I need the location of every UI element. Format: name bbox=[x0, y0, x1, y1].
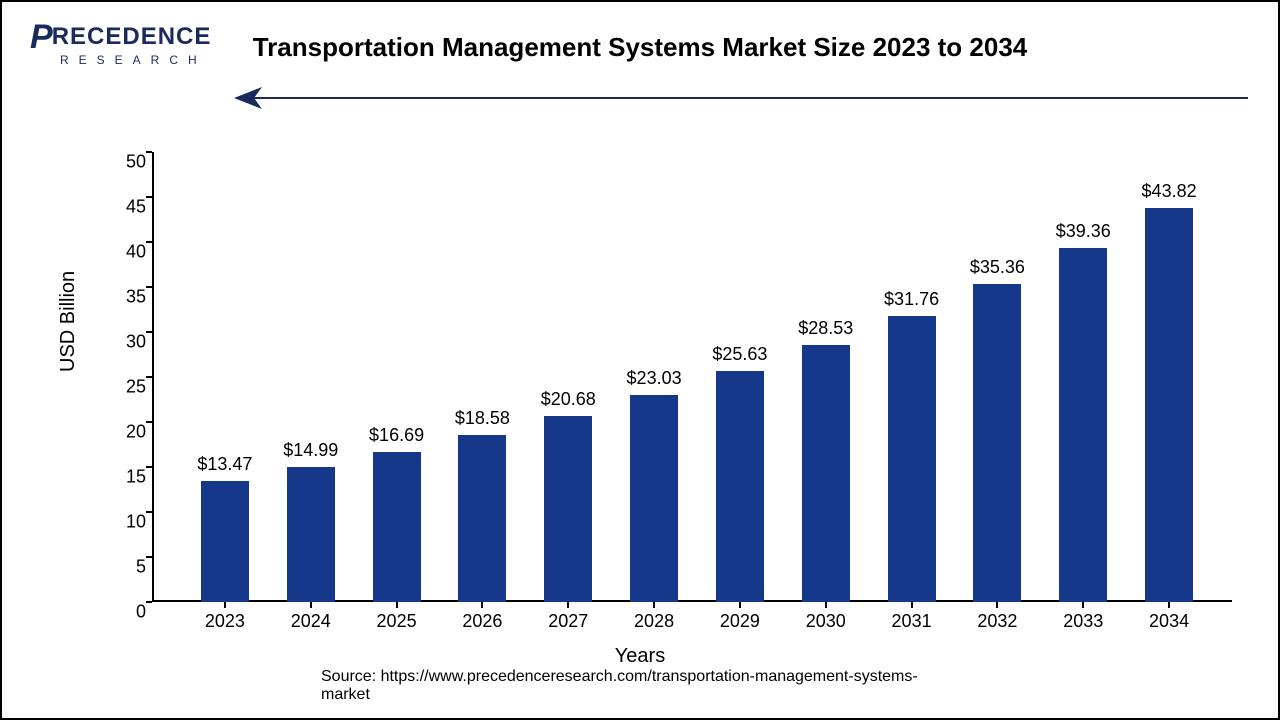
x-tick-mark bbox=[481, 602, 483, 608]
arrow-left-icon bbox=[234, 87, 262, 109]
y-tick-label: 40 bbox=[102, 242, 146, 263]
y-tick-label: 25 bbox=[102, 377, 146, 398]
bar bbox=[287, 467, 335, 602]
y-axis-label: USD Billion bbox=[57, 271, 80, 372]
chart-frame: PRECEDENCE RESEARCH Transportation Manag… bbox=[0, 0, 1280, 720]
y-tick-label: 45 bbox=[102, 197, 146, 218]
x-tick-label: 2026 bbox=[437, 611, 527, 632]
x-tick-label: 2029 bbox=[695, 611, 785, 632]
x-tick-mark bbox=[1082, 602, 1084, 608]
y-tick-label: 50 bbox=[102, 152, 146, 173]
y-tick-mark bbox=[146, 421, 152, 423]
bar bbox=[630, 395, 678, 602]
y-tick-mark bbox=[146, 286, 152, 288]
x-tick-label: 2032 bbox=[952, 611, 1042, 632]
y-tick-label: 35 bbox=[102, 287, 146, 308]
bar bbox=[973, 284, 1021, 602]
x-tick-label: 2033 bbox=[1038, 611, 1128, 632]
plot-area: 05101520253035404550$13.472023$14.992024… bbox=[152, 152, 1232, 602]
y-tick-label: 10 bbox=[102, 512, 146, 533]
x-tick-mark bbox=[825, 602, 827, 608]
source-text: Source: https://www.precedenceresearch.c… bbox=[321, 668, 959, 704]
bar-value-label: $20.68 bbox=[523, 389, 613, 410]
bar-value-label: $28.53 bbox=[781, 318, 871, 339]
bar-value-label: $39.36 bbox=[1038, 221, 1128, 242]
bar-value-label: $23.03 bbox=[609, 368, 699, 389]
x-tick-mark bbox=[224, 602, 226, 608]
x-tick-label: 2031 bbox=[867, 611, 957, 632]
x-tick-label: 2030 bbox=[781, 611, 871, 632]
x-tick-mark bbox=[911, 602, 913, 608]
y-tick-label: 5 bbox=[102, 557, 146, 578]
bar-value-label: $31.76 bbox=[867, 289, 957, 310]
x-tick-mark bbox=[567, 602, 569, 608]
y-tick-label: 15 bbox=[102, 467, 146, 488]
y-tick-mark bbox=[146, 196, 152, 198]
bar-value-label: $43.82 bbox=[1124, 181, 1214, 202]
y-tick-mark bbox=[146, 331, 152, 333]
y-tick-mark bbox=[146, 466, 152, 468]
y-tick-mark bbox=[146, 556, 152, 558]
x-tick-mark bbox=[1168, 602, 1170, 608]
y-tick-mark bbox=[146, 601, 152, 603]
decorative-arrow-line bbox=[242, 97, 1248, 99]
x-tick-label: 2034 bbox=[1124, 611, 1214, 632]
bar bbox=[544, 416, 592, 602]
y-tick-label: 0 bbox=[102, 602, 146, 623]
x-tick-label: 2024 bbox=[266, 611, 356, 632]
x-tick-label: 2023 bbox=[180, 611, 270, 632]
bar bbox=[888, 316, 936, 602]
bar-value-label: $16.69 bbox=[352, 425, 442, 446]
x-tick-mark bbox=[396, 602, 398, 608]
bar-value-label: $13.47 bbox=[180, 454, 270, 475]
chart-title: Transportation Management Systems Market… bbox=[2, 32, 1278, 63]
x-tick-label: 2025 bbox=[352, 611, 442, 632]
y-tick-label: 30 bbox=[102, 332, 146, 353]
x-tick-label: 2028 bbox=[609, 611, 699, 632]
bar-value-label: $25.63 bbox=[695, 344, 785, 365]
y-tick-mark bbox=[146, 376, 152, 378]
bar bbox=[716, 371, 764, 602]
bar bbox=[373, 452, 421, 602]
y-tick-mark bbox=[146, 511, 152, 513]
bar-value-label: $14.99 bbox=[266, 440, 356, 461]
bar-value-label: $35.36 bbox=[952, 257, 1042, 278]
bar-value-label: $18.58 bbox=[437, 408, 527, 429]
x-tick-mark bbox=[653, 602, 655, 608]
y-tick-mark bbox=[146, 241, 152, 243]
bar bbox=[1145, 208, 1193, 602]
x-tick-label: 2027 bbox=[523, 611, 613, 632]
bar bbox=[802, 345, 850, 602]
bar bbox=[201, 481, 249, 602]
bar bbox=[1059, 248, 1107, 602]
bar bbox=[458, 435, 506, 602]
y-tick-mark bbox=[146, 151, 152, 153]
x-tick-mark bbox=[739, 602, 741, 608]
x-tick-mark bbox=[310, 602, 312, 608]
x-axis-label: Years bbox=[615, 645, 665, 668]
y-tick-label: 20 bbox=[102, 422, 146, 443]
x-tick-mark bbox=[996, 602, 998, 608]
y-axis bbox=[152, 152, 154, 602]
